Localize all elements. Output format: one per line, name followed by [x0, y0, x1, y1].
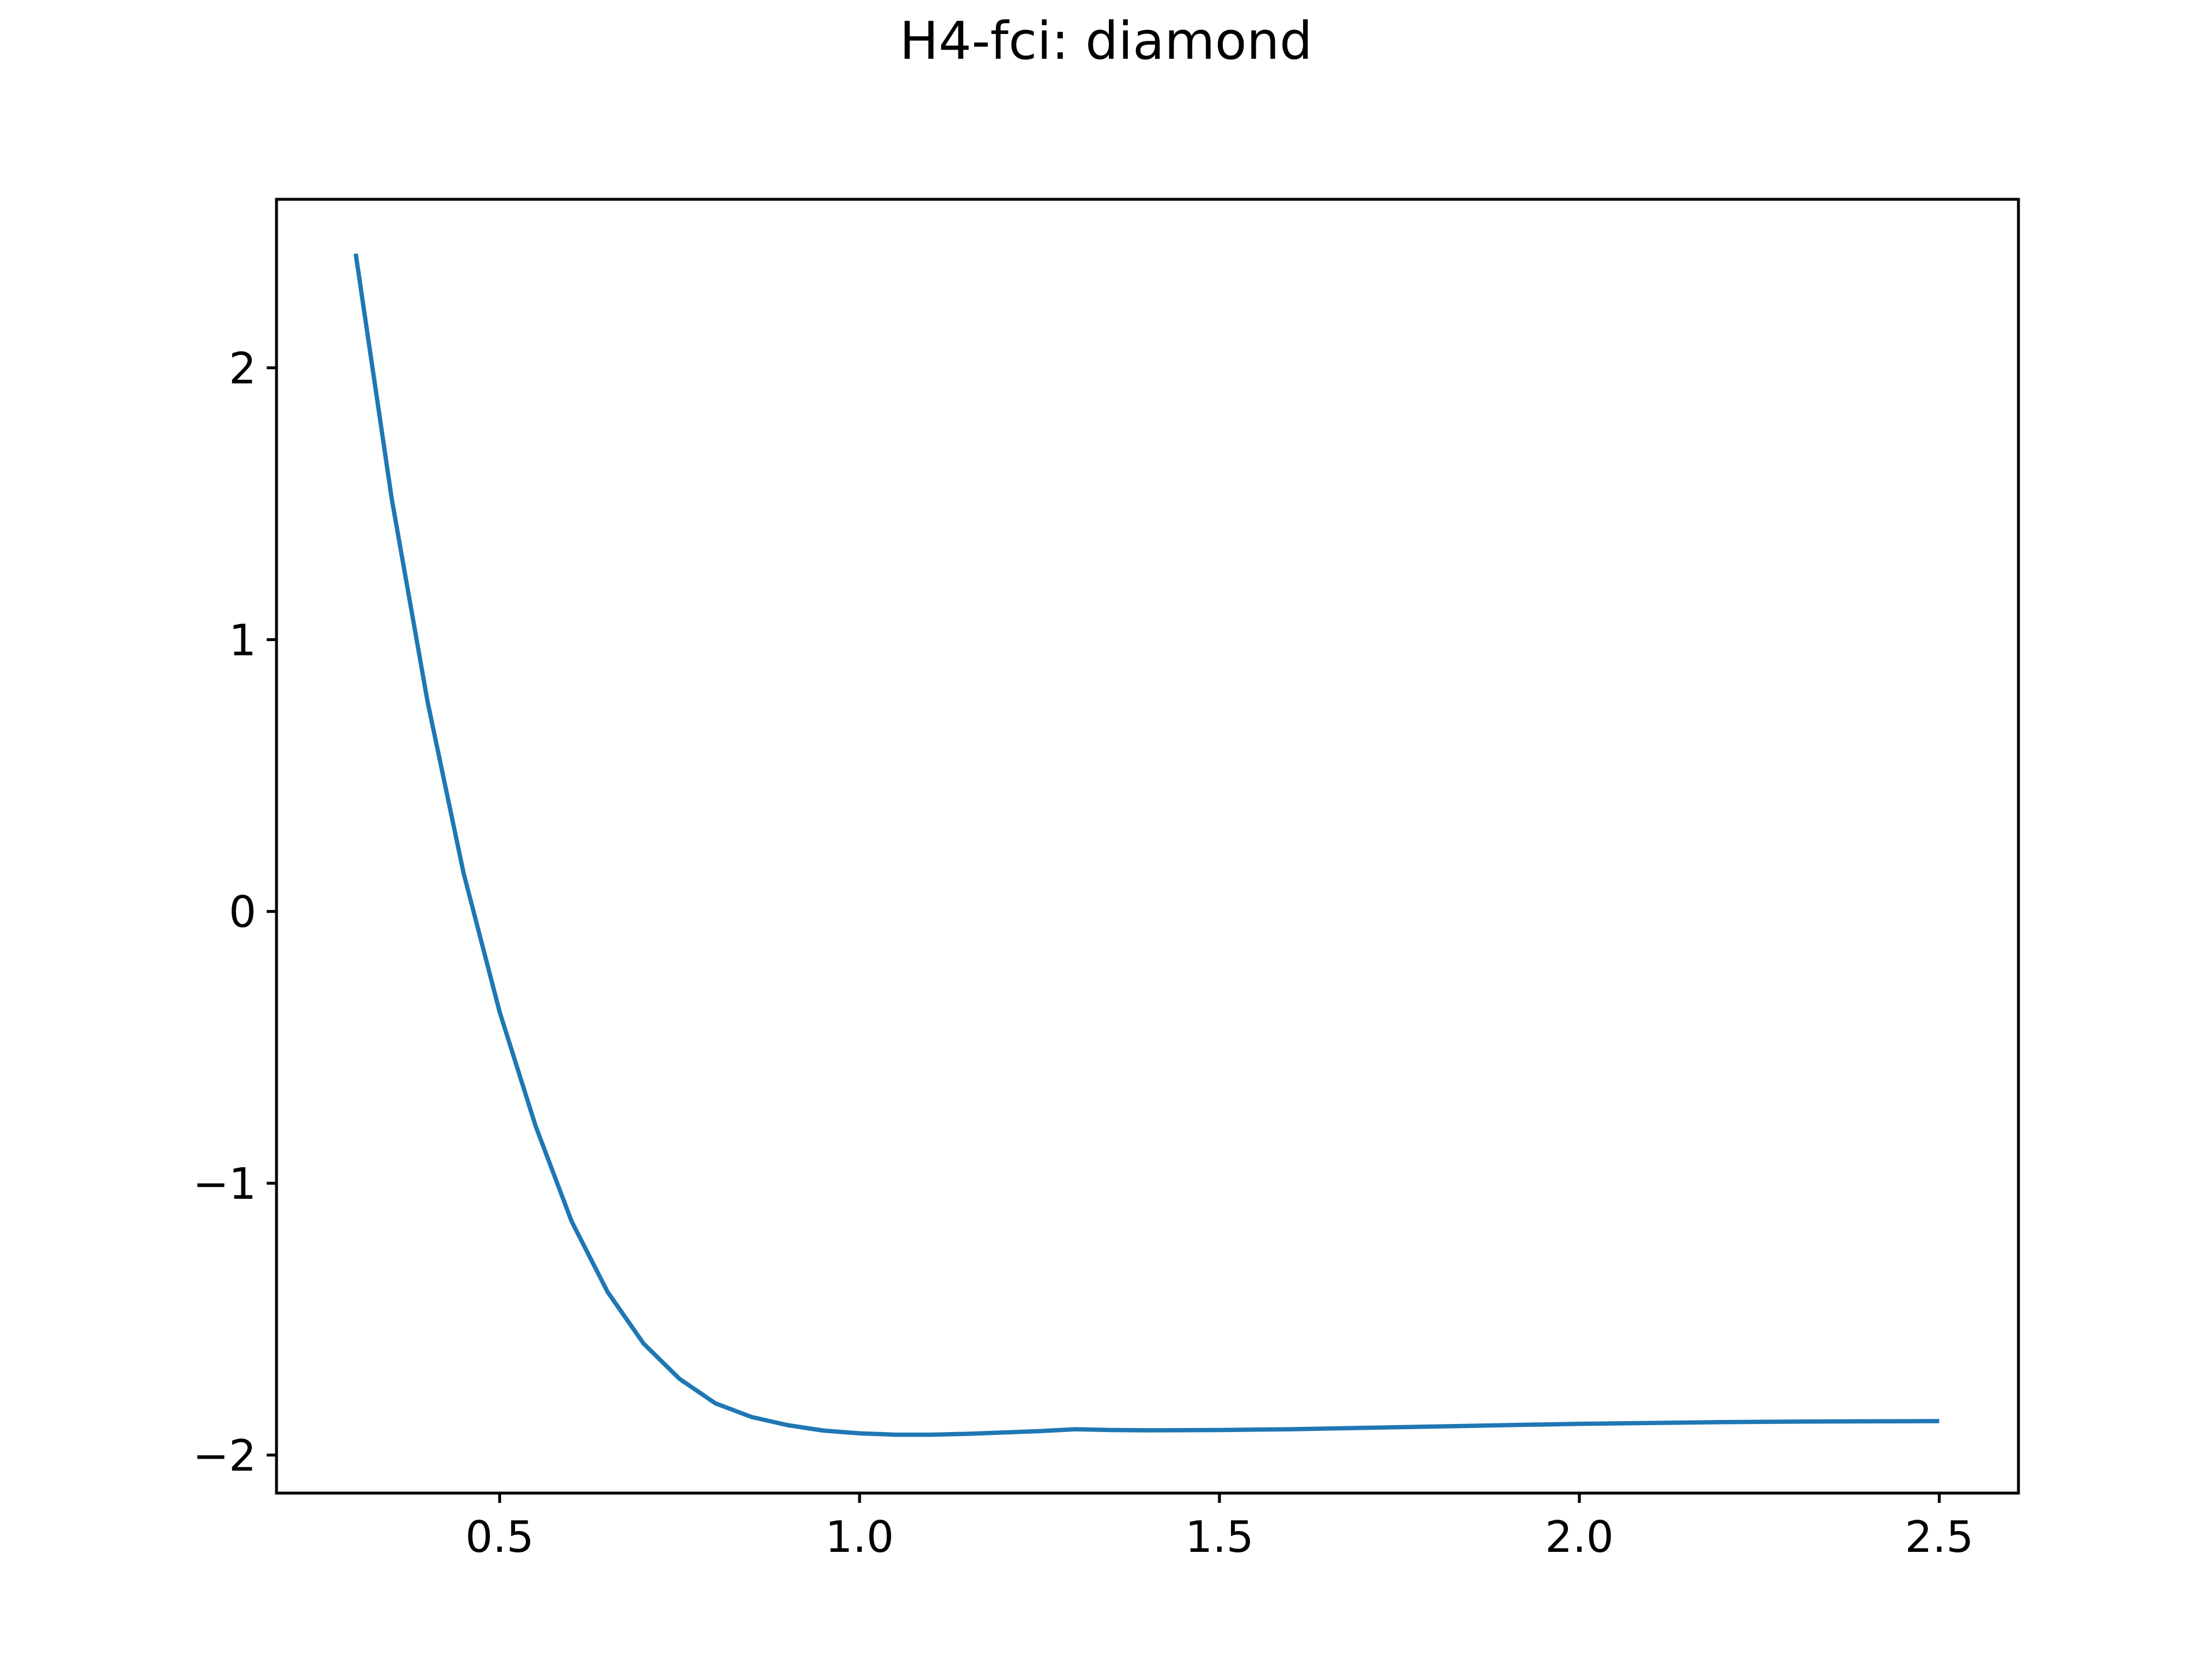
x-tick-label: 2.0 — [1545, 1512, 1613, 1562]
y-tick-label: −2 — [192, 1430, 256, 1481]
x-tick-label: 0.5 — [465, 1512, 534, 1562]
y-tick-label: −1 — [192, 1158, 256, 1209]
axes-frame — [275, 198, 2020, 1495]
y-axis: −2 −1 0 1 2 — [192, 343, 276, 1481]
x-tick-label: 1.0 — [825, 1512, 894, 1562]
y-tick-label: 0 — [229, 887, 256, 937]
y-tick-label: 1 — [229, 615, 256, 665]
x-tick-label: 2.5 — [1905, 1512, 1974, 1562]
y-tick-label: 2 — [229, 343, 256, 394]
series-line-0 — [353, 253, 1940, 1437]
x-tick-label: 1.5 — [1185, 1512, 1253, 1562]
x-axis: 0.5 1.0 1.5 2.0 2.5 — [465, 1493, 1974, 1562]
chart-title: H4-fci: diamond — [900, 11, 1313, 71]
plot-area — [353, 253, 1940, 1437]
